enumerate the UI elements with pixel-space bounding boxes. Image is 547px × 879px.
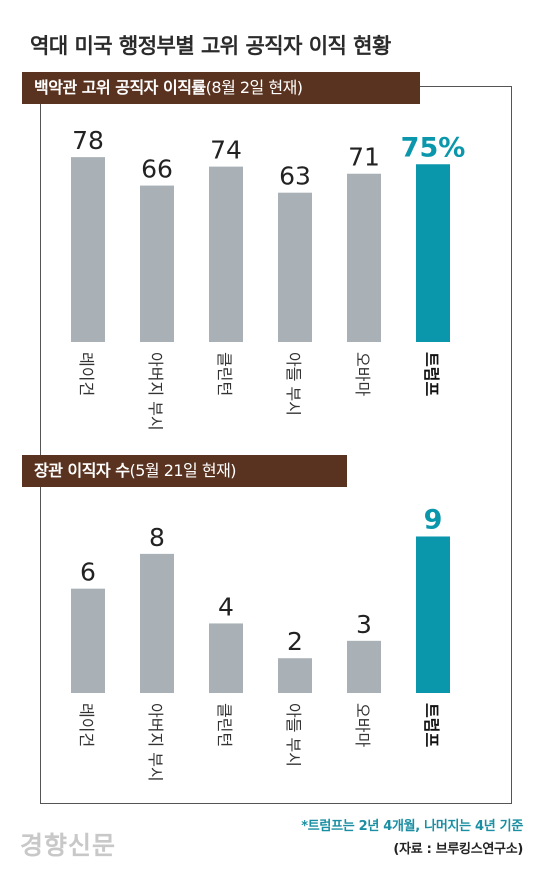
chart1-bar <box>209 166 243 342</box>
chart2-header-note: (5월 21일 현재) <box>129 461 237 480</box>
chart1-category-label: 트럼프 <box>422 352 441 396</box>
chart1-category-label: 아버지 부시 <box>146 352 165 431</box>
chart2-header-title: 장관 이직자 수 <box>34 461 130 480</box>
chart2-value-label: 2 <box>287 627 303 656</box>
chart2-bar <box>278 658 312 693</box>
chart1-value-label: 74 <box>210 136 242 165</box>
chart-title: 역대 미국 행정부별 고위 공직자 이직 현황 <box>30 34 391 58</box>
chart2-category-label: 레이건 <box>77 703 96 747</box>
chart2-category-label: 클린턴 <box>215 703 234 747</box>
source-note: (자료 : 브루킹스연구소) <box>393 842 523 857</box>
chart1-category-label: 클린턴 <box>215 352 234 396</box>
chart2-bar <box>71 588 105 693</box>
chart1-bar <box>140 185 174 342</box>
chart2-value-label: 9 <box>424 504 443 535</box>
chart1-bar <box>71 157 105 342</box>
chart2-category-label: 아들 부시 <box>284 703 303 767</box>
chart2-bar <box>140 553 174 693</box>
chart2-header: 장관 이직자 수(5월 21일 현재) <box>22 455 347 487</box>
chart2-bar <box>416 536 450 693</box>
chart1-value-label: 71 <box>348 143 380 172</box>
chart1-category-label: 오바마 <box>353 352 372 396</box>
chart2-category-label: 아버지 부시 <box>146 703 165 782</box>
chart1-bar <box>347 173 381 342</box>
chart2-category-label: 오바마 <box>353 703 372 747</box>
chart1-value-label: 78 <box>72 126 104 155</box>
chart1-header-title: 백악관 고위 공직자 이직률 <box>34 78 206 97</box>
chart1-value-label: 75% <box>401 132 466 163</box>
chart1-header-note: (8월 2일 현재) <box>205 78 303 97</box>
chart2-category-label: 트럼프 <box>422 703 441 747</box>
chart2-value-label: 4 <box>218 592 234 621</box>
chart2-value-label: 3 <box>356 610 372 639</box>
chart1-category-label: 레이건 <box>77 352 96 396</box>
chart1-category-label: 아들 부시 <box>284 352 303 416</box>
chart1-value-label: 63 <box>279 162 311 191</box>
chart2-bar <box>347 640 381 693</box>
chart2-value-label: 6 <box>80 558 96 587</box>
chart2-value-label: 8 <box>149 523 165 552</box>
footnote: *트럼프는 2년 4개월, 나머지는 4년 기준 <box>301 819 523 834</box>
chart1-bar <box>416 164 450 342</box>
chart1-bar <box>278 192 312 342</box>
brand-logo: 경향신문 <box>20 831 117 860</box>
chart2-bar <box>209 623 243 693</box>
chart1-value-label: 66 <box>141 155 173 184</box>
chart1-header: 백악관 고위 공직자 이직률(8월 2일 현재) <box>22 72 420 104</box>
